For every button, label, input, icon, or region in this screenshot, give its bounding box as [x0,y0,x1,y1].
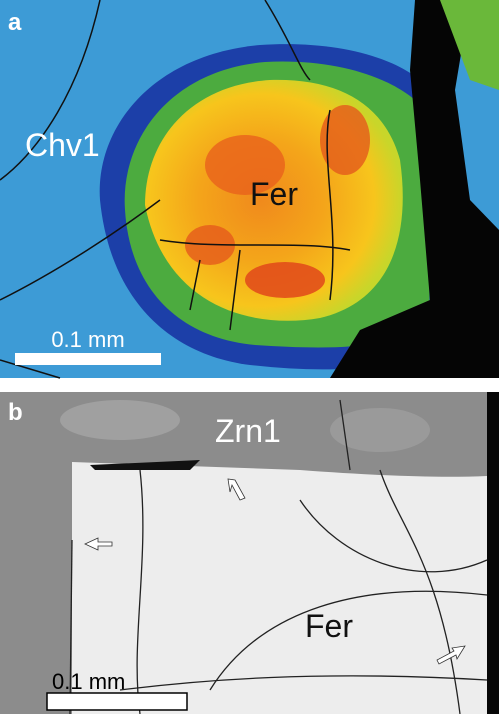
page: a Chv1 Fer 0.1 mm b Zrn1 Fer 0.1 [0,0,499,714]
scale-bar [15,353,161,365]
panel-a: a Chv1 Fer 0.1 mm [0,0,499,378]
panel-label: b [8,399,23,426]
scale-bar [47,693,187,710]
grain [330,408,430,452]
panel-label: a [8,9,22,36]
scale-bar-label: 0.1 mm [52,669,125,694]
red-zone [245,262,325,298]
void [487,392,499,714]
scale-bar-label: 0.1 mm [51,327,124,352]
grain [60,400,180,440]
ferrite [72,462,487,714]
annotation: Chv1 [25,127,100,163]
panel-b: b Zrn1 Fer 0.1 mm [0,392,499,714]
annotation: Fer [305,608,353,644]
annotation: Zrn1 [215,413,281,449]
figure: a Chv1 Fer 0.1 mm b Zrn1 Fer 0.1 [0,0,499,714]
annotation: Fer [250,176,298,212]
